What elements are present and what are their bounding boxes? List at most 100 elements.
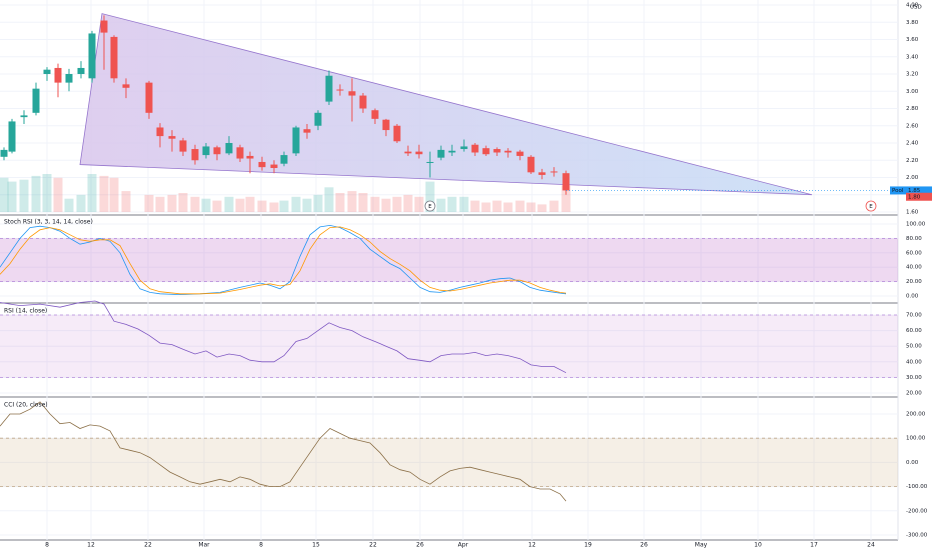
candle-body [156,127,164,137]
indicator-tick-label: -300.00 [906,533,928,539]
volume-bar [121,191,131,212]
indicator-tick-label: 20.00 [906,391,922,397]
earnings-mark-circle [424,200,436,212]
candle-body [8,121,16,152]
pool-badge-label: Pool [892,188,904,194]
pool-price-badge [890,186,932,195]
indicator-tick-label: 70.00 [906,313,922,319]
date-tick-label: May [695,542,708,549]
candle-layer [0,15,570,195]
volume-bar [335,193,345,212]
volume-bar [381,198,391,212]
date-tick-label: 12 [528,542,536,549]
indicator-tick-label: 100.00 [906,436,926,442]
price-tick-label: 3.40 [906,54,919,60]
indicator-tick-label: 30.00 [906,375,922,381]
date-tick-label: 8 [45,542,49,549]
volume-bar [347,191,357,212]
candle-body [270,164,278,169]
volume-bar [245,196,255,212]
volume-bar [235,198,245,212]
indicator-tick-label: 100.00 [906,222,926,228]
candle-body [348,91,356,96]
date-tick-label: 26 [640,542,648,549]
candle-body [336,89,344,91]
indicator-band [0,315,898,378]
volume-bar [224,196,234,212]
indicator-tick-label: 20.00 [906,279,922,285]
candle-body [303,129,311,133]
volume-bar [7,181,17,212]
indicator-series-line [0,300,567,374]
volume-bar [492,200,502,212]
volume-bar [302,198,312,212]
candle-body [493,149,501,153]
candle-body [122,84,130,88]
candle-body [448,150,456,153]
indicator-band [0,438,898,487]
last-price-badge [906,192,932,201]
indicator-series-line [0,226,567,295]
indicator-tick-label: 40.00 [906,359,922,365]
candle-body [168,136,176,139]
indicator-tick-label: 80.00 [906,236,922,242]
volume-bar [537,204,547,212]
candle-body [314,112,322,126]
candle-body [32,88,40,113]
volume-bar [403,194,413,212]
earnings-mark: E [428,204,432,210]
date-tick-label: 8 [259,542,263,549]
candle-body [504,150,512,153]
volume-bar [425,181,435,212]
candle-body [213,147,221,155]
candle-body [382,119,390,131]
price-tick-label: 3.00 [906,89,919,95]
candle-body [426,161,434,163]
volume-bar [291,196,301,212]
price-tick-label: 2.20 [906,158,919,164]
date-tick-label: Mar [198,542,210,549]
volume-bar [99,175,109,212]
date-tick-label: 10 [754,542,762,549]
candle-body [325,75,333,102]
candle-body [437,149,445,158]
price-tick-label: 3.80 [906,20,919,26]
indicator-tick-label: 50.00 [906,344,922,350]
volume-bar [190,196,200,212]
volume-bar [109,177,119,212]
candle-body [460,146,468,150]
price-tick-label: 2.40 [906,141,919,147]
volume-bar [481,202,491,212]
volume-bar [53,177,63,212]
candle-body [20,115,28,118]
date-tick-label: 19 [584,542,592,549]
candle-body [225,143,233,154]
candle-body [54,67,62,83]
volume-bar [392,196,402,212]
text-layer: 1.60 1.80 2.00 2.20 2.40 2.60 2.80 3.00 3.20 3.40… [4,3,932,549]
date-tick-label: 17 [810,542,818,549]
price-tick-label: 2.80 [906,106,919,112]
indicator-tick-label: 60.00 [906,328,922,334]
date-tick-label: 24 [867,542,875,549]
volume-bar [503,202,513,212]
candle-body [0,149,8,157]
candle-body [516,151,524,156]
candle-body [179,140,187,152]
falling-wedge-drawing [79,13,813,196]
date-tick-label: 26 [416,542,424,549]
pool-badge-value: 1.85 [908,188,921,194]
candle-body [482,148,490,155]
volume-bar [436,198,446,212]
candle-body [110,36,118,79]
price-tick-label: 2.00 [906,175,919,181]
indicator-tick-label: 60.00 [906,250,922,256]
candle-body [538,172,546,175]
candle-body [527,156,535,173]
candle-body [246,155,254,159]
price-tick-label: 4.00 [906,3,919,9]
wedge-layer [79,13,813,196]
candle-body [43,69,51,74]
